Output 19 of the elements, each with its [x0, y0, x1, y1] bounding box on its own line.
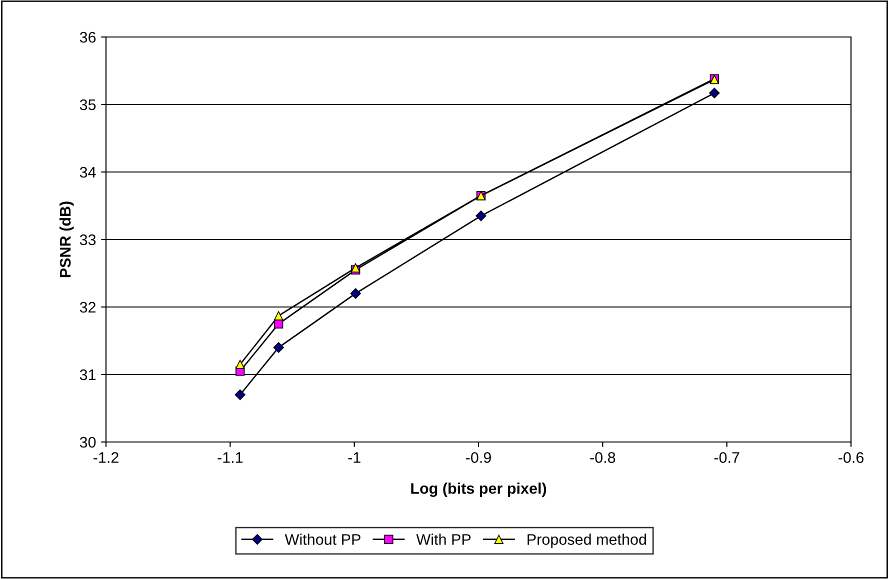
y-tick-label: 32 [80, 302, 96, 313]
x-tick-label: -1 [348, 452, 360, 463]
x-tick-label: -0.8 [590, 452, 616, 463]
x-tick-label: -0.9 [466, 452, 491, 463]
x-tick-label: -1.2 [94, 452, 118, 463]
y-tick-label: 35 [80, 99, 96, 110]
x-tick-label: -0.6 [838, 452, 864, 463]
legend-label: With PP [416, 534, 471, 545]
y-tick-label: 30 [80, 436, 96, 448]
y-tick-label: 33 [80, 234, 96, 246]
y-tick-label: 36 [80, 32, 96, 43]
y-tick-label: 34 [80, 166, 96, 178]
legend-label: Without PP [284, 534, 360, 545]
y-tick-label: 31 [80, 369, 96, 380]
x-tick-label: -1.1 [218, 452, 243, 463]
x-axis-title: Log (bits per pixel) [411, 482, 546, 497]
x-tick-label: -0.7 [714, 452, 740, 463]
y-axis-title: PSNR (dB) [59, 202, 74, 278]
legend-label: Proposed method [528, 534, 646, 548]
